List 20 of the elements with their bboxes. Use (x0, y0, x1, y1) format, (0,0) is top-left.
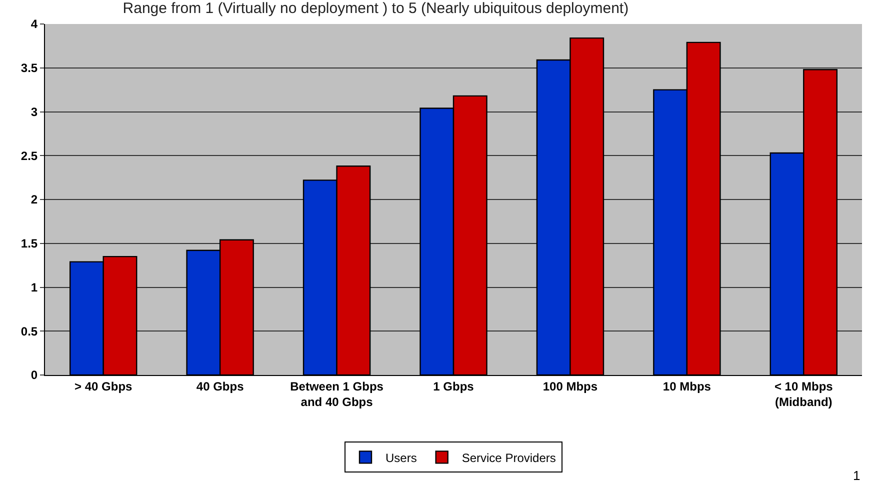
x-tick-label: 1 Gbps (433, 379, 474, 394)
y-tick-label: 1 (30, 280, 38, 294)
x-tick-label: 100 Mbps (542, 379, 598, 394)
x-tick-label: > 40 Gbps (74, 379, 133, 394)
y-tick-label: 1.5 (20, 236, 38, 251)
y-tick-label: 0 (30, 368, 38, 382)
text: 1 (853, 468, 860, 483)
chart-title: Range from 1 (Virtually no deployment ) to 5 (Nearly ubiquitous deployment) (122, 0, 629, 17)
y-tick-label: 0.5 (20, 324, 38, 338)
y-tick-label: 3 (30, 104, 38, 119)
x-tick-label: < 10 Mbps (Midband) (774, 379, 834, 409)
y-tick-label: 2.5 (20, 148, 38, 163)
y-tick-label: 4 (30, 17, 38, 32)
legend-label: Users (386, 450, 417, 465)
x-tick-label: 40 Gbps (196, 379, 244, 394)
legend-label: Service Providers (462, 450, 556, 465)
y-tick-label: 2 (30, 192, 38, 207)
x-tick-label: 10 Mbps (662, 379, 712, 394)
y-tick-label: 3.5 (20, 61, 38, 76)
x-tick-label: Between 1 Gbps and 40 Gbps (290, 379, 384, 409)
